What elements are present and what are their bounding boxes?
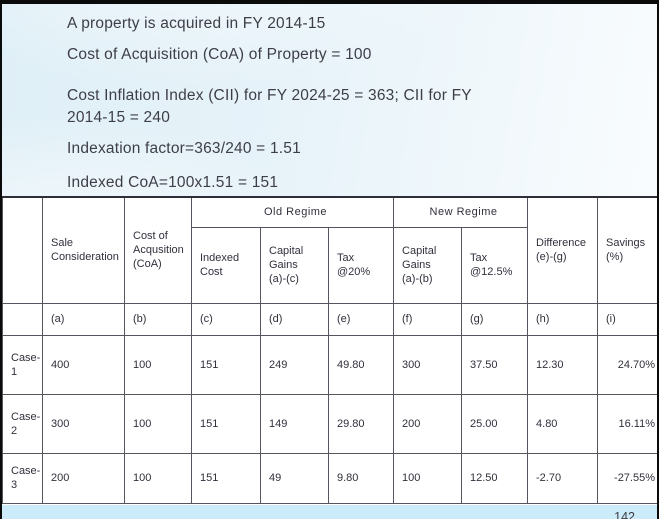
- cell-capital-gains-new: 200: [393, 393, 463, 454]
- cell-coa: 100: [124, 393, 192, 454]
- letter-cell-d: (d): [260, 302, 329, 336]
- letter-cell-a: (a): [42, 302, 125, 336]
- letter-row: (a) (b) (c) (d) (e) (f) (g) (h) (i): [2, 302, 657, 336]
- intro-line-cii: Cost Inflation Index (CII) for FY 2024-2…: [67, 87, 472, 126]
- cell-indexed-cost: 151: [191, 334, 261, 395]
- cell-capital-gains-old: 149: [260, 393, 329, 454]
- header-sale-consideration: Sale Consideration: [42, 196, 125, 304]
- cell-tax-new: 37.50: [461, 334, 529, 395]
- cell-sale: 200: [42, 452, 125, 504]
- header-indexed-cost: Indexed Cost: [191, 226, 261, 304]
- cell-coa: 100: [124, 452, 192, 504]
- letter-cell-b: (b): [124, 302, 192, 336]
- letter-cell-h: (h): [527, 302, 599, 336]
- cell-capital-gains-new: 300: [393, 334, 463, 395]
- cell-capital-gains-old: 49: [260, 452, 329, 504]
- intro-line-acquired: A property is acquired in FY 2014-15: [67, 15, 326, 32]
- cell-difference: 12.30: [527, 334, 599, 395]
- cell-difference: 4.80: [527, 393, 599, 454]
- footer-bar: 142: [2, 505, 657, 519]
- letter-cell: [2, 302, 43, 336]
- cell-capital-gains-new: 100: [393, 452, 463, 504]
- header-new-regime: New Regime: [393, 196, 529, 228]
- table-row-case-3: Case-3 200 100 151 49 9.80 100 12.50 -2.…: [2, 452, 657, 504]
- intro-text-block: A property is acquired in FY 2014-15 Cos…: [2, 4, 657, 196]
- cell-difference: -2.70: [527, 452, 599, 504]
- cell-savings: 24.70%: [597, 334, 657, 395]
- intro-line-coa: Cost of Acquisition (CoA) of Property = …: [67, 46, 372, 63]
- header-savings: Savings (%): [597, 196, 657, 304]
- case-label: Case-1: [2, 334, 43, 395]
- header-capital-gains-old: Capital Gains (a)-(c): [260, 226, 329, 304]
- cell-savings: -27.55%: [597, 452, 657, 504]
- cell-savings: 16.11%: [597, 393, 657, 454]
- cell-tax-old: 29.80: [327, 393, 395, 454]
- case-label: Case-2: [2, 393, 43, 454]
- cell-indexed-cost: 151: [191, 393, 261, 454]
- cell-coa: 100: [124, 334, 192, 395]
- cell-sale: 300: [42, 393, 125, 454]
- header-difference: Difference (e)-(g): [527, 196, 599, 304]
- cell-indexed-cost: 151: [191, 452, 261, 504]
- letter-cell-g: (g): [461, 302, 529, 336]
- letter-cell-f: (f): [393, 302, 463, 336]
- letter-cell-e: (e): [327, 302, 395, 336]
- letter-cell-c: (c): [191, 302, 261, 336]
- intro-line-indexed-coa: Indexed CoA=100x1.51 = 151: [67, 174, 279, 191]
- intro-line-indexation-factor: Indexation factor=363/240 = 1.51: [67, 140, 301, 157]
- cell-tax-old: 49.80: [327, 334, 395, 395]
- cell-capital-gains-old: 249: [260, 334, 329, 395]
- header-old-regime: Old Regime: [190, 196, 395, 228]
- header-cost-of-acquisition: Cost of Acqusition (CoA): [124, 196, 192, 304]
- table-row-case-2: Case-2 300 100 151 149 29.80 200 25.00 4…: [2, 393, 657, 454]
- letter-cell-i: (i): [597, 302, 657, 336]
- cell-tax-new: 25.00: [461, 393, 529, 454]
- table-row-case-1: Case-1 400 100 151 249 49.80 300 37.50 1…: [2, 334, 657, 395]
- case-label: Case-3: [2, 452, 43, 504]
- header-empty-corner: [2, 196, 43, 304]
- header-capital-gains-new: Capital Gains (a)-(b): [393, 226, 463, 304]
- cell-tax-new: 12.50: [461, 452, 529, 504]
- tax-comparison-table: Sale Consideration Cost of Acqusition (C…: [2, 196, 657, 504]
- cell-sale: 400: [42, 334, 125, 395]
- header-tax-new: Tax @12.5%: [461, 226, 529, 304]
- cell-tax-old: 9.80: [327, 452, 395, 504]
- page-number: 142: [614, 510, 635, 519]
- header-tax-old: Tax @20%: [327, 226, 395, 304]
